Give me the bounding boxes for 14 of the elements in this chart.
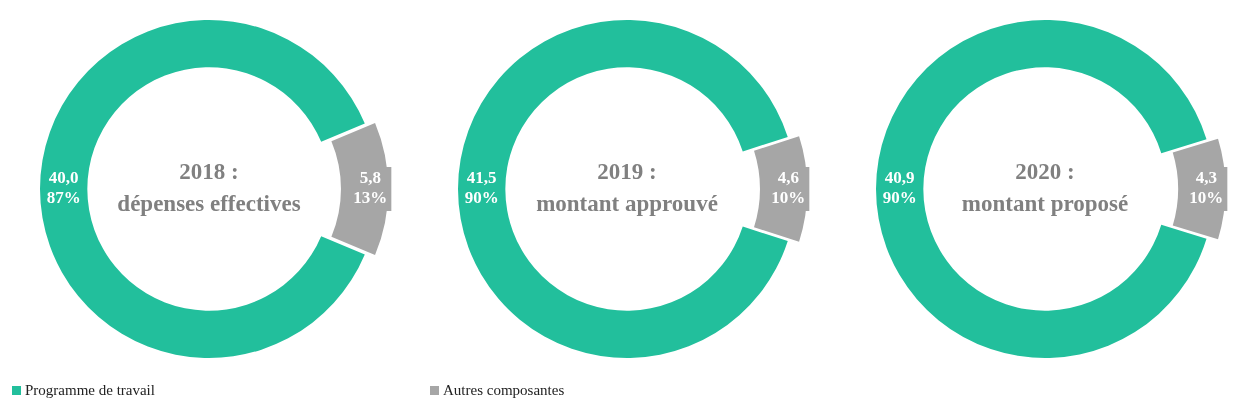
text: montant approuvé: [536, 190, 718, 216]
text: dépenses effectives: [117, 190, 301, 216]
legend-label: Programme de travail: [25, 382, 155, 399]
data-label: 4,6 10%: [771, 168, 806, 208]
text: 2020 :: [1015, 158, 1075, 184]
text: 2019 :: [597, 158, 657, 184]
data-label: 40,9 90%: [882, 168, 917, 208]
data-label: 40,0 87%: [46, 168, 81, 208]
text: 2018 :: [179, 158, 239, 184]
data-label: 5,8 13%: [353, 168, 388, 208]
data-label: 41,5 90%: [464, 168, 499, 208]
data-label: 4,3 10%: [1189, 168, 1224, 208]
legend-label: Autres composantes: [443, 382, 565, 399]
text: montant proposé: [961, 190, 1129, 216]
